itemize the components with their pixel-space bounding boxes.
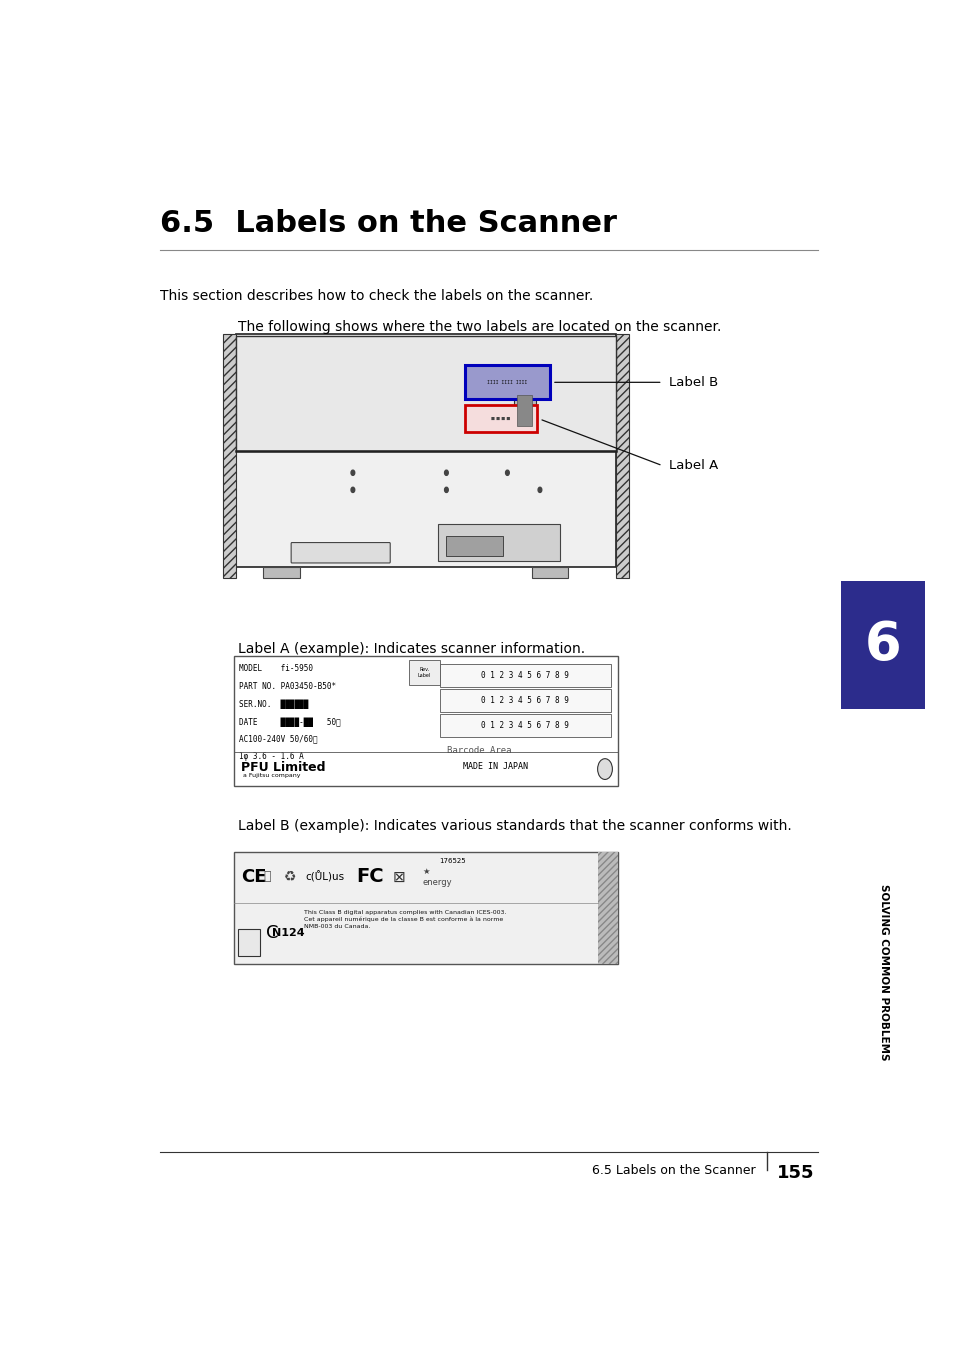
Circle shape bbox=[537, 487, 541, 493]
Text: This section describes how to check the labels on the scanner.: This section describes how to check the … bbox=[160, 289, 593, 302]
Bar bbox=[531, 567, 568, 578]
Bar bbox=[446, 536, 503, 556]
Text: AC100-240V 50/60㎐: AC100-240V 50/60㎐ bbox=[239, 734, 317, 744]
Text: FC: FC bbox=[355, 868, 383, 887]
Bar bbox=[233, 852, 618, 964]
Text: N124: N124 bbox=[272, 927, 305, 938]
Text: PFU Limited: PFU Limited bbox=[241, 761, 325, 774]
Text: vc: vc bbox=[244, 938, 253, 948]
Text: Label A (example): Indicates scanner information.: Label A (example): Indicates scanner inf… bbox=[237, 643, 584, 656]
Bar bbox=[437, 524, 559, 560]
Text: 🔋: 🔋 bbox=[263, 871, 271, 883]
Bar bbox=[439, 664, 610, 687]
Text: SER.NO.  ██████: SER.NO. ██████ bbox=[239, 699, 308, 709]
Text: 155: 155 bbox=[777, 1164, 814, 1183]
Text: a Fujitsu company: a Fujitsu company bbox=[242, 774, 300, 778]
Circle shape bbox=[444, 487, 448, 493]
Text: 176525: 176525 bbox=[439, 859, 466, 864]
Text: Rev.
Label: Rev. Label bbox=[417, 667, 431, 678]
Text: MODEL    fi-5950: MODEL fi-5950 bbox=[239, 664, 313, 674]
Text: PART NO. PA03450-B50*: PART NO. PA03450-B50* bbox=[239, 682, 335, 691]
Bar bbox=[597, 852, 618, 964]
Bar bbox=[464, 405, 537, 432]
Text: 1φ 3.6 - 1.6 A: 1φ 3.6 - 1.6 A bbox=[239, 752, 303, 761]
Bar bbox=[237, 929, 259, 956]
Bar bbox=[616, 333, 629, 578]
Bar bbox=[263, 567, 299, 578]
Text: c(ŮL)us: c(ŮL)us bbox=[305, 871, 344, 883]
Bar bbox=[233, 656, 618, 786]
Text: 0 1 2 3 4 5 6 7 8 9: 0 1 2 3 4 5 6 7 8 9 bbox=[480, 697, 568, 705]
Text: 6: 6 bbox=[864, 618, 901, 671]
Bar bbox=[439, 714, 610, 737]
Bar bbox=[408, 660, 439, 684]
Text: 6.5 Labels on the Scanner: 6.5 Labels on the Scanner bbox=[592, 1164, 756, 1177]
Text: ⊠: ⊠ bbox=[393, 869, 405, 884]
Text: CE: CE bbox=[241, 868, 267, 886]
Text: ♻: ♻ bbox=[284, 869, 296, 884]
Text: 0 1 2 3 4 5 6 7 8 9: 0 1 2 3 4 5 6 7 8 9 bbox=[480, 721, 568, 730]
Text: SOLVING COMMON PROBLEMS: SOLVING COMMON PROBLEMS bbox=[879, 884, 888, 1060]
Text: DATE     ████-██   50㎐: DATE ████-██ 50㎐ bbox=[239, 717, 340, 726]
Bar bbox=[235, 333, 616, 567]
Circle shape bbox=[351, 487, 355, 493]
Bar bbox=[517, 394, 532, 427]
Circle shape bbox=[351, 470, 355, 475]
Bar bbox=[235, 336, 616, 451]
Circle shape bbox=[597, 759, 612, 779]
Circle shape bbox=[444, 470, 448, 475]
Text: Label B (example): Indicates various standards that the scanner conforms with.: Label B (example): Indicates various sta… bbox=[237, 819, 790, 833]
Text: The following shows where the two labels are located on the scanner.: The following shows where the two labels… bbox=[237, 320, 720, 333]
Text: Label B: Label B bbox=[668, 375, 717, 389]
Text: Label A: Label A bbox=[668, 459, 717, 472]
Bar bbox=[439, 688, 610, 711]
Text: MADE IN JAPAN: MADE IN JAPAN bbox=[462, 763, 527, 771]
Bar bbox=[513, 385, 536, 431]
Text: Barcode Area: Barcode Area bbox=[447, 747, 511, 755]
Text: This Class B digital apparatus complies with Canadian ICES-003.
Cet appareil num: This Class B digital apparatus complies … bbox=[304, 910, 506, 929]
Text: 0 1 2 3 4 5 6 7 8 9: 0 1 2 3 4 5 6 7 8 9 bbox=[480, 671, 568, 680]
Text: 6.5  Labels on the Scanner: 6.5 Labels on the Scanner bbox=[160, 209, 617, 238]
Circle shape bbox=[505, 470, 509, 475]
Bar bbox=[464, 364, 549, 400]
Text: ★
energy: ★ energy bbox=[422, 867, 452, 887]
FancyBboxPatch shape bbox=[291, 543, 390, 563]
Text: ■ ■ ■ ■: ■ ■ ■ ■ bbox=[491, 417, 510, 421]
Bar bbox=[222, 333, 235, 578]
Text: C: C bbox=[265, 923, 278, 942]
Text: IIII IIII IIII: IIII IIII IIII bbox=[487, 379, 527, 385]
